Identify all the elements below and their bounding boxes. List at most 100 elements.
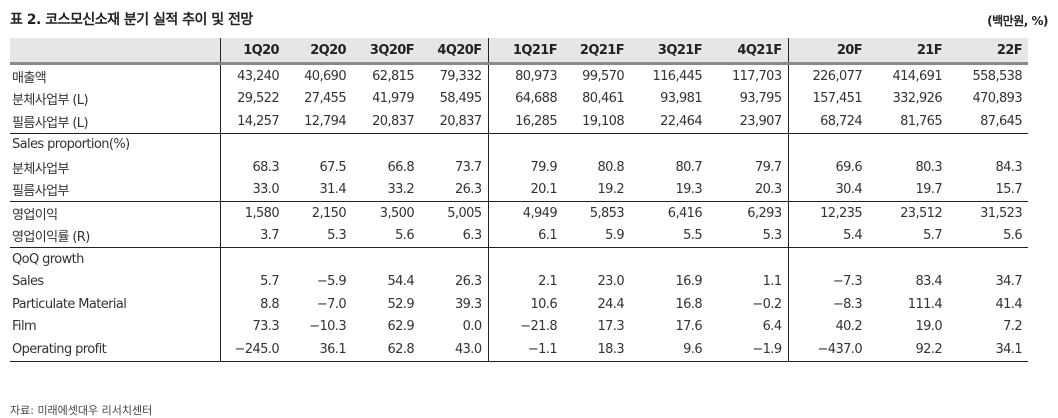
value-cell: 40,690: [304, 68, 346, 84]
value-cell: 7.2: [1003, 319, 1022, 335]
value-cell: 99,570: [582, 68, 624, 84]
value-cell: 79.7: [708, 156, 789, 179]
value-cell: [868, 132, 948, 156]
value-cell: 16,285: [515, 113, 557, 129]
value-cell: 33.2: [387, 182, 414, 198]
value-cell: 157,451: [812, 91, 862, 107]
value-cell: 17.6: [675, 319, 702, 335]
value-cell: 558,538: [972, 68, 1022, 84]
table-row: 영업이익 1,580 2,150 3,500 5,005 4,949 5,853 6,416 6…: [10, 201, 1028, 225]
value-cell: [220, 132, 285, 156]
table-row: 영업이익률 (R) 3.7 5.3 5.6 6.3 6.1 5.9 5.5 5.3 5.4 5.7 5…: [10, 224, 1028, 248]
value-cell: 5.9: [605, 228, 624, 244]
row-label: 영업이익: [10, 201, 221, 225]
unit-label: (백만원, %): [987, 14, 1048, 28]
column-header: 3Q21F: [630, 38, 708, 65]
table-row: Film 73.3 −10.3 62.9 0.0 −21.8 17.3 17.6 6.4 40.2…: [10, 315, 1028, 338]
row-label: 영업이익률 (R): [10, 224, 221, 248]
value-cell: [352, 132, 420, 156]
value-cell: 33.0: [252, 182, 279, 198]
value-cell: [285, 247, 352, 271]
value-cell: 5.6: [1003, 228, 1022, 244]
value-cell: −437.0: [788, 338, 868, 362]
value-cell: −21.8: [520, 319, 557, 335]
value-cell: 80.7: [675, 159, 702, 175]
row-label: 필름사업부 (L): [10, 110, 221, 133]
value-cell: 27,455: [304, 91, 346, 107]
column-header: 1Q20: [220, 38, 285, 65]
value-cell: 29,522: [237, 91, 279, 107]
value-cell: 83.4: [915, 274, 942, 290]
value-cell: [868, 247, 948, 271]
column-header: 1Q21F: [488, 38, 563, 65]
value-cell: [488, 247, 563, 271]
value-cell: 34.7: [995, 274, 1022, 290]
value-cell: 12,794: [304, 113, 346, 129]
row-label: Sales proportion(%): [10, 132, 221, 156]
value-cell: 31.4: [319, 182, 346, 198]
value-cell: 23,512: [868, 201, 948, 225]
table-row: Operating profit −245.0 36.1 62.8 43.0 −1.1 18…: [10, 338, 1028, 362]
table-row: 필름사업부 33.0 31.4 33.2 26.3 20.1 19.2 19.3 20.3 30.…: [10, 178, 1028, 202]
value-cell: 26.3: [420, 178, 489, 202]
value-cell: 3.7: [260, 228, 279, 244]
value-cell: 79.9: [530, 159, 557, 175]
value-cell: [420, 132, 489, 156]
value-cell: 19,108: [582, 113, 624, 129]
value-cell: 20,837: [372, 113, 414, 129]
value-cell: 62.9: [387, 319, 414, 335]
value-cell: 8.8: [260, 296, 279, 312]
column-header: 2Q21F: [563, 38, 630, 65]
value-cell: 5.5: [683, 228, 702, 244]
table-row: 매출액 43,240 40,690 62,815 79,332 80,973 99,570 1…: [10, 63, 1028, 88]
value-cell: [630, 247, 708, 271]
value-cell: 84.3: [995, 159, 1022, 175]
value-cell: 5.4: [843, 228, 862, 244]
value-cell: 4,949: [488, 201, 563, 225]
column-header: 2Q20: [285, 38, 352, 65]
value-cell: 41.4: [995, 296, 1022, 312]
value-cell: 332,926: [892, 91, 942, 107]
column-header: 4Q21F: [708, 38, 789, 65]
value-cell: 20,837: [420, 110, 489, 133]
table-row: Sales 5.7 −5.9 54.4 26.3 2.1 23.0 16.9 1.1 −7.3 83…: [10, 270, 1028, 293]
value-cell: 80.8: [597, 159, 624, 175]
value-cell: [708, 247, 789, 271]
value-cell: 9.6: [630, 338, 708, 362]
value-cell: [220, 247, 285, 271]
value-cell: 6.4: [708, 315, 789, 338]
row-label: Sales: [10, 270, 221, 293]
value-cell: [420, 247, 489, 271]
value-cell: 58,495: [420, 87, 489, 110]
value-cell: 34.1: [948, 338, 1028, 362]
value-cell: 19.0: [915, 319, 942, 335]
value-cell: 62,815: [372, 68, 414, 84]
value-cell: 20.3: [708, 178, 789, 202]
value-cell: 43.0: [420, 338, 489, 362]
header-label-cell: [10, 38, 221, 65]
table-row: QoQ growth: [10, 247, 1028, 271]
value-cell: −10.3: [309, 319, 346, 335]
value-cell: 3,500: [352, 201, 420, 225]
value-cell: 68,724: [820, 113, 862, 129]
value-cell: 64,688: [515, 91, 557, 107]
value-cell: [563, 247, 630, 271]
value-cell: 111.4: [907, 296, 943, 312]
value-cell: 18.3: [563, 338, 630, 362]
value-cell: 69.6: [835, 159, 862, 175]
value-cell: 66.8: [387, 159, 414, 175]
value-cell: 87,645: [980, 113, 1022, 129]
value-cell: −7.0: [316, 296, 347, 312]
value-cell: 2,150: [285, 201, 352, 225]
column-header: 22F: [948, 38, 1028, 65]
value-cell: 41,979: [372, 91, 414, 107]
value-cell: 6.1: [538, 228, 557, 244]
row-label: Film: [10, 315, 221, 338]
value-cell: 67.5: [319, 159, 346, 175]
value-cell: 16.8: [675, 296, 702, 312]
value-cell: 5.7: [923, 228, 942, 244]
column-header: 21F: [868, 38, 948, 65]
table-row: Particulate Material 8.8 −7.0 52.9 39.3 10.6 2…: [10, 293, 1028, 316]
value-cell: −8.3: [832, 296, 863, 312]
table-row: 분체사업부 (L) 29,522 27,455 41,979 58,495 64,688 8…: [10, 87, 1028, 110]
